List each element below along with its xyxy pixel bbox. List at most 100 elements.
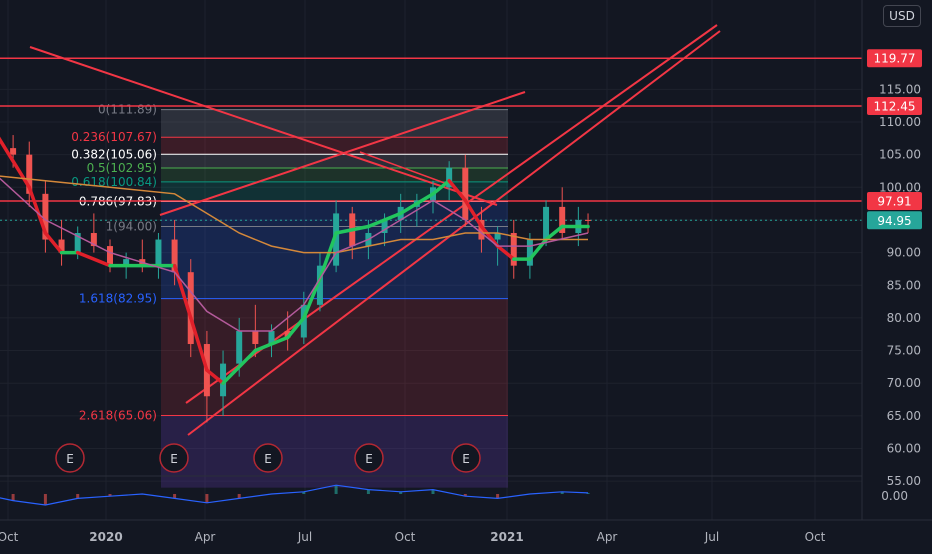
- oscillator-line: [0, 484, 589, 506]
- candle-body: [155, 239, 162, 266]
- candle-body: [171, 239, 178, 273]
- fib-zone: [161, 298, 508, 416]
- y-tick-label: 85.00: [887, 278, 921, 292]
- moving-average-line: [0, 177, 589, 332]
- fib-level-label: 0.5(102.95): [87, 161, 157, 175]
- trend-indicator-segment: [334, 224, 371, 235]
- earnings-marker[interactable]: [253, 443, 283, 473]
- candle-body: [333, 213, 340, 266]
- x-tick-label: Apr: [597, 530, 618, 544]
- price-tag: [867, 191, 922, 210]
- oscillator-tick-label: 0.00: [881, 489, 908, 503]
- earnings-marker-label: E: [170, 452, 178, 466]
- x-tick-label: Oct: [0, 530, 19, 544]
- channel-lower-line: [187, 30, 721, 436]
- candle-body: [526, 239, 533, 266]
- candle-body: [543, 206, 550, 240]
- candle-body: [74, 233, 81, 253]
- y-tick-label: 70.00: [887, 376, 921, 390]
- candle-body: [585, 219, 592, 221]
- candle-body: [478, 219, 485, 240]
- candle-body: [236, 330, 243, 364]
- earnings-marker-label: E: [462, 452, 470, 466]
- y-tick-label: 115.00: [879, 82, 921, 96]
- earnings-marker[interactable]: [451, 443, 481, 473]
- candle-body: [462, 167, 469, 220]
- trend-indicator-segment: [221, 348, 258, 385]
- candle-body: [26, 154, 33, 194]
- trend-indicator-segment: [285, 316, 306, 340]
- trend-indicator-segment: [398, 192, 435, 216]
- candle-body: [10, 148, 17, 155]
- fib-level-label: 0.236(107.67): [71, 130, 157, 144]
- trend-indicator-segment: [0, 136, 31, 190]
- candle-body: [284, 330, 291, 338]
- earnings-marker[interactable]: [159, 443, 189, 473]
- wedge-upper-line: [359, 151, 451, 186]
- fib-level-label: 0(111.89): [98, 103, 157, 117]
- fibonacci-retracement[interactable]: 0(111.89) 0.236(107.67) 0.382(105.06)0.5(1…: [71, 103, 508, 488]
- price-tag: [867, 49, 922, 68]
- fib-level-label: 2.618(65.06): [79, 408, 157, 422]
- candle-body: [559, 206, 566, 234]
- candle-body: [446, 167, 453, 188]
- price-tag-label: 119.77: [874, 52, 916, 66]
- fib-zone: [161, 154, 508, 169]
- trend-indicator-segment: [366, 211, 403, 229]
- candle-body: [510, 233, 517, 266]
- trend-indicator-segment: [463, 198, 484, 229]
- y-tick-label: 60.00: [887, 442, 921, 456]
- y-tick-label: 100.00: [879, 180, 921, 194]
- earnings-marker[interactable]: [55, 443, 85, 473]
- price-tag-label: 94.95: [877, 214, 911, 228]
- earnings-marker-label: E: [365, 452, 373, 466]
- currency-button[interactable]: USD: [883, 5, 921, 27]
- x-tick-label: Oct: [395, 530, 416, 544]
- channel-upper-line: [159, 91, 526, 216]
- y-tick-label: 105.00: [879, 148, 921, 162]
- trend-indicator-segment: [495, 244, 516, 261]
- candle-body: [494, 233, 501, 240]
- fib-zone: [161, 181, 508, 202]
- price-series: [0, 135, 592, 423]
- trend-indicator-segment: [447, 179, 468, 203]
- moving-average-line: [0, 175, 588, 254]
- x-tick-label: Oct: [805, 530, 826, 544]
- fib-level-label: 1(94.00): [106, 219, 157, 233]
- y-tick-label: 75.00: [887, 344, 921, 358]
- trend-indicator-segment: [27, 185, 48, 235]
- price-tag-label: 97.91: [877, 194, 911, 208]
- x-tick-label: Jul: [297, 530, 312, 544]
- trend-indicator-segment: [302, 276, 322, 320]
- x-tick-label: 2020: [89, 530, 122, 544]
- trend-indicator-segment: [43, 231, 64, 255]
- trend-line-top: [29, 46, 498, 206]
- trend-indicator-segment: [431, 179, 451, 196]
- candle-body: [107, 246, 113, 266]
- y-tick-label: 90.00: [887, 246, 921, 260]
- candle-body: [220, 363, 227, 397]
- y-tick-label: 55.00: [887, 474, 921, 488]
- price-tag: [867, 211, 922, 230]
- price-tag-label: 112.45: [874, 100, 916, 114]
- price-axis-bg: [862, 0, 932, 550]
- price-tag: [867, 97, 922, 116]
- candle-body: [381, 219, 388, 234]
- candle-body: [123, 259, 130, 266]
- fib-level-label: 1.618(82.95): [79, 292, 157, 306]
- trend-indicator-segment: [205, 368, 225, 385]
- candle-body: [58, 239, 65, 253]
- trend-indicator-segment: [253, 335, 290, 353]
- fib-level-label: 0.618(100.84): [71, 175, 157, 189]
- candle-body: [268, 330, 275, 345]
- x-tick-label: Jul: [704, 530, 719, 544]
- candle-body: [316, 265, 323, 305]
- oscillator-pane: 0.00: [0, 475, 908, 506]
- earnings-marker[interactable]: [354, 443, 384, 473]
- x-tick-label: 2021: [490, 530, 523, 544]
- candle-body: [90, 233, 97, 247]
